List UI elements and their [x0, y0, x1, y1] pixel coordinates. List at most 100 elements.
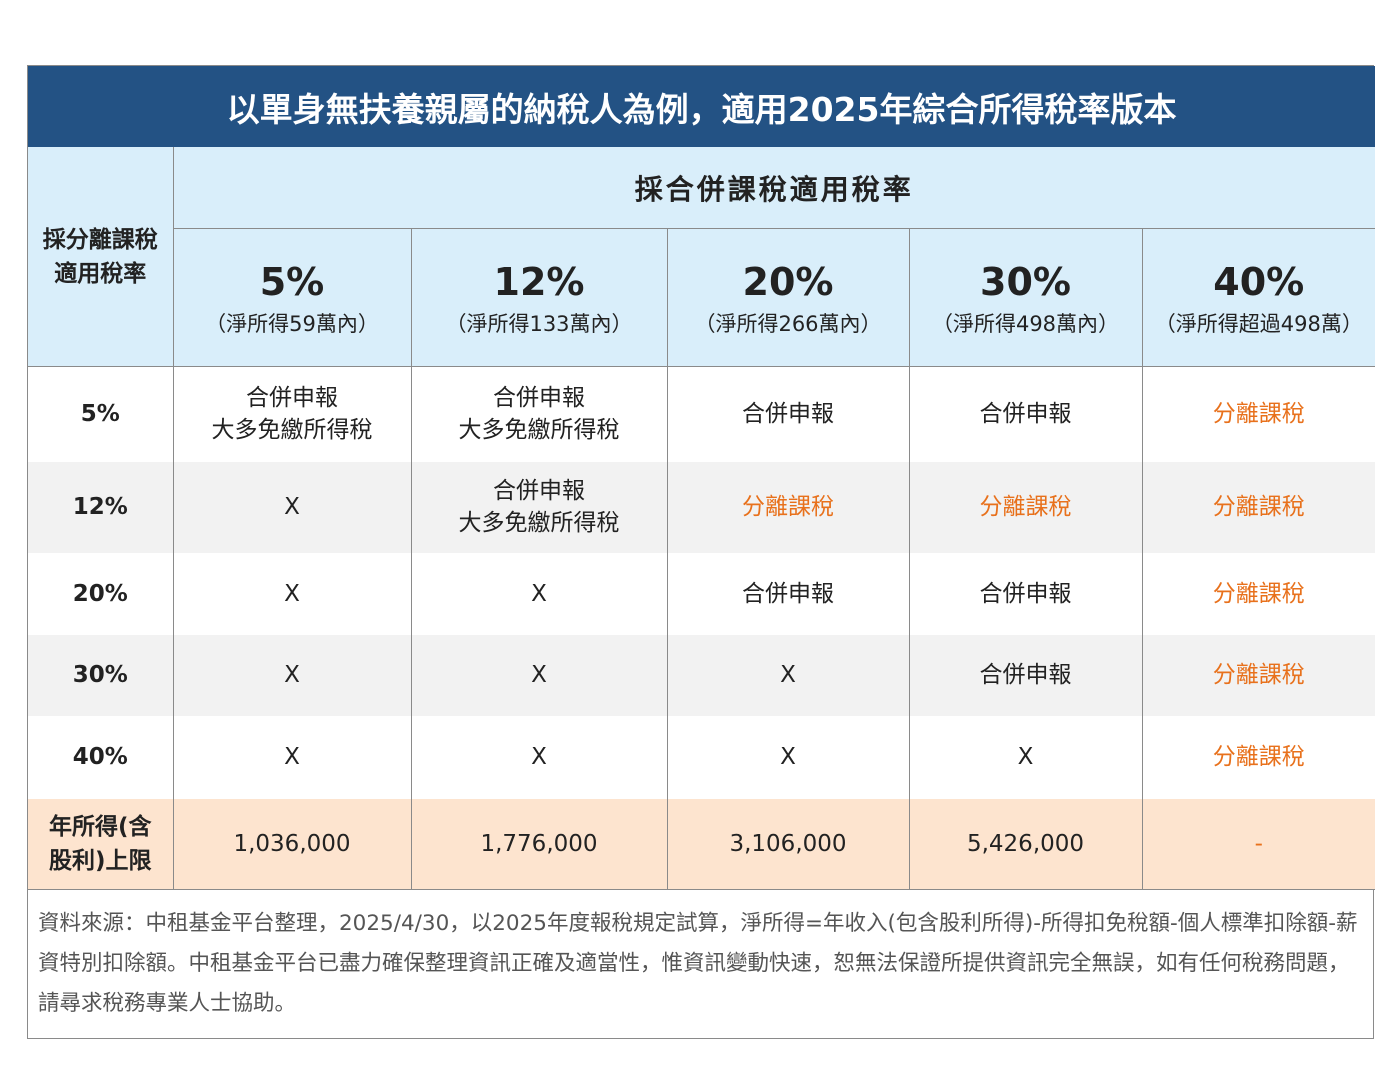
cell-line: 分離課稅 [979, 494, 1072, 520]
cell-line: X [531, 744, 547, 770]
cell: X [666, 634, 909, 716]
column-rate: 5% [259, 259, 325, 304]
data-row: 12% X 合併申報大多免繳所得稅 分離課稅 分離課稅 分離課稅 [28, 461, 1376, 553]
limit-value: - [1141, 798, 1376, 890]
cell-line: 分離課稅 [1212, 401, 1305, 428]
cell: X [410, 715, 667, 799]
cell-line: 合併申報 [246, 385, 338, 412]
cell: 分離課稅 [1141, 552, 1376, 635]
cell: 分離課稅 [1141, 461, 1376, 553]
cell-line: X [1017, 744, 1034, 770]
row-label: 5% [28, 366, 173, 462]
cell: X [666, 715, 909, 799]
cell: 合併申報大多免繳所得稅 [410, 366, 667, 462]
cell: 分離課稅 [666, 461, 909, 553]
header-row: 採分離課稅適用稅率 採合併課稅適用稅率 [28, 147, 1376, 287]
cell-line: X [284, 580, 300, 607]
cell: 合併申報大多免繳所得稅 [410, 461, 667, 553]
cell-line: X [284, 494, 300, 520]
cell-line: 分離課稅 [742, 494, 834, 520]
cell: 合併申報 [908, 634, 1142, 716]
cell: 分離課稅 [1141, 366, 1376, 462]
corner-line: 適用稅率 [54, 260, 147, 287]
row-label: 12% [72, 494, 128, 520]
group-header: 採合併課稅適用稅率 [172, 147, 1376, 229]
cell-line: 分離課稅 [1212, 494, 1305, 520]
data-row: 30% X X X 合併申報 分離課稅 [28, 634, 1376, 716]
data-row: 5% 合併申報 大多免繳所得稅 合併申報 大多免繳所得稅 合併申報 合併申報 分離課稅 [28, 366, 1376, 462]
cell: X [908, 715, 1142, 799]
row-label: 40% [72, 744, 128, 770]
data-row: 40% X X X X 分離課稅 [28, 715, 1376, 799]
cell-line: 合併申報 [979, 580, 1072, 607]
cell-line: X [531, 580, 547, 607]
cell-line: 合併申報 [493, 478, 585, 504]
table-frame: 以單身無扶養親屬的納稅人為例，適用2025年綜合所得稅率版本 採分離課稅 適用稅率採… [27, 65, 1376, 1039]
cell: 合併申報 [908, 366, 1142, 462]
row-label: 20% [72, 580, 128, 607]
cell: X [172, 461, 411, 553]
column-rate: 40% [1213, 259, 1305, 304]
limit-row: 年所得(含 股利)上限 1,036,000 1,776,000 3,106,000 5,4… [28, 798, 1376, 890]
cell-line: 合併申報 [979, 662, 1072, 688]
title-row: 以單身無扶養親屬的納稅人為例，適用2025年綜合所得稅率版本 [28, 66, 1376, 147]
cell: X [172, 634, 411, 716]
column-header-row: 5% （淨所得59萬內） 12% （淨所得133萬內） 20% （淨所得266萬內） 30%… [28, 228, 1376, 367]
cell-line: X [284, 662, 300, 688]
cell: 分離課稅 [908, 461, 1142, 553]
data-row: 20% X X 合併申報 合併申報 分離課稅 [28, 552, 1376, 635]
column-rate: 30% [980, 259, 1071, 304]
cell-line: X [531, 662, 547, 688]
column-note: （淨所得133萬內） [445, 311, 633, 336]
column-note: （淨所得59萬內） [205, 311, 379, 336]
cell: 分離課稅 [1141, 715, 1376, 799]
cell: X [410, 634, 667, 716]
corner-header: 採分離課稅 適用稅率 [28, 147, 173, 367]
limit-label: 年所得(含股利)上限 [28, 798, 173, 890]
cell-line: 合併申報 [742, 401, 834, 428]
cell: X [172, 552, 411, 635]
cell-line: X [284, 744, 300, 770]
cell-line: 合併申報 [979, 401, 1072, 428]
column-header: 40% （淨所得超過498萬） [1141, 228, 1376, 367]
limit-value: 1,776,000 [410, 798, 667, 890]
corner-line: 採分離課稅 [42, 226, 158, 253]
cell: 合併申報 [666, 366, 909, 462]
column-header: 20% （淨所得266萬內） [666, 228, 909, 367]
cell: 合併申報大多免繳所得稅 [172, 366, 411, 462]
cell-line: 大多免繳所得稅 [211, 417, 373, 444]
cell-line: 合併申報 [742, 580, 834, 607]
cell: X [172, 715, 411, 799]
cell: X [410, 552, 667, 635]
cell-line: 合併申報 [493, 385, 585, 412]
cell: 合併申報 [666, 552, 909, 635]
limit-value: 5,426,000 [908, 798, 1142, 890]
cell-line: X [780, 662, 796, 688]
row-label: 30% [72, 662, 128, 688]
limit-label-line: 股利)上限 [48, 847, 152, 874]
footnote-row: 資料來源：中租基金平台整理，2025/4/30，以2025年度報稅規定試算，淨所… [28, 889, 1376, 1038]
cell-line: 大多免繳所得稅 [458, 510, 620, 536]
limit-value: 1,036,000 [172, 798, 411, 890]
rate-table: 以單身無扶養親屬的納稅人為例，適用2025年綜合所得稅率版本 採分離課稅 適用稅率採… [28, 66, 1376, 1038]
footnote: 資料來源：中租基金平台整理，2025/4/30，以2025年度報稅規定試算，淨所… [28, 889, 1376, 1038]
limit-label-line: 年所得(含 [48, 813, 152, 840]
limit-value: 3,106,000 [666, 798, 909, 890]
cell-line: 大多免繳所得稅 [458, 417, 620, 444]
cell-line: 分離課稅 [1212, 744, 1305, 770]
cell: 合併申報 [908, 552, 1142, 635]
column-rate: 12% [493, 259, 585, 304]
cell: 分離課稅 [1141, 634, 1376, 716]
column-header: 30% （淨所得498萬內） [908, 228, 1142, 367]
column-note: （淨所得498萬內） [931, 311, 1120, 336]
cell-line: 分離課稅 [1212, 580, 1305, 607]
cell-line: 分離課稅 [1212, 662, 1305, 688]
column-note: （淨所得266萬內） [694, 311, 882, 336]
column-header: 5% （淨所得59萬內） [172, 228, 411, 367]
title: 以單身無扶養親屬的納稅人為例，適用2025年綜合所得稅率版本 [28, 66, 1376, 147]
cell-line: X [780, 744, 796, 770]
column-note: （淨所得超過498萬） [1154, 311, 1363, 336]
column-header: 12% （淨所得133萬內） [410, 228, 667, 367]
column-rate: 20% [742, 259, 834, 304]
